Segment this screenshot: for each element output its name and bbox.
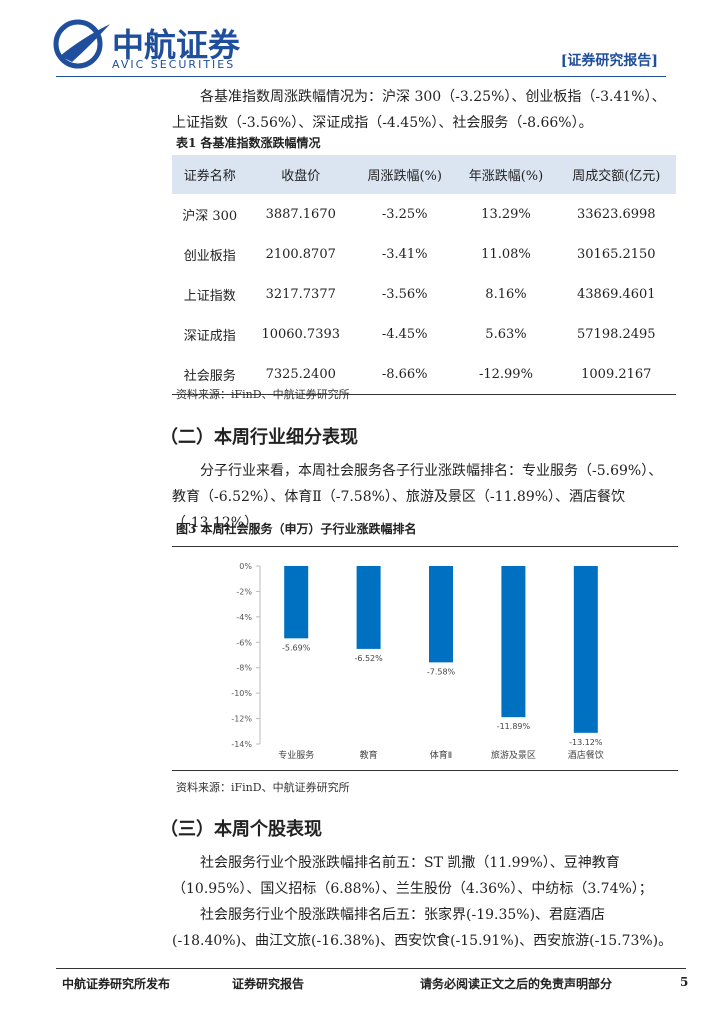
paragraph: 分子行业来看，本周社会服务各子行业涨跌幅排名：专业服务（-5.69%）、教育（-…: [172, 463, 663, 531]
column-header: 周成交额(亿元): [556, 155, 676, 194]
table-cell: 10060.7393: [261, 326, 341, 342]
footer-left: 中航证券研究所发布: [62, 977, 171, 991]
table-cell: 3887.1670: [265, 206, 336, 222]
y-tick-label: -4%: [236, 613, 252, 622]
paragraph: 社会服务行业个股涨跌幅排名前五：ST 凯撒（11.99%）、豆神教育（10.95…: [172, 855, 653, 897]
table-cell: 2100.8707: [265, 246, 336, 262]
table-cell: 30165.2150: [577, 246, 656, 262]
report-type: [证券研究报告]: [560, 53, 658, 69]
paragraph: 社会服务行业个股涨跌幅排名后五：张家界(-19.35%)、君庭酒店(-18.40…: [172, 907, 673, 949]
bar: [501, 566, 526, 718]
chart: 0% -2% -4% -6% -8% -10% -12% -14% -5.69% 专业服务 -6.5…: [231, 562, 604, 761]
table-row: 深证成指 10060.7393 -4.45% 5.63% 57198.2495: [172, 314, 676, 354]
table-row: 创业板指 2100.8707 -3.41% 11.08% 30165.2150: [172, 234, 676, 274]
table-cell: -4.45%: [381, 326, 428, 342]
x-tick-label: 专业服务: [278, 749, 314, 761]
y-tick-label: -12%: [231, 715, 252, 724]
x-tick-label: 旅游及景区: [491, 749, 536, 761]
table-cell: 社会服务: [183, 368, 236, 384]
table-cell: -3.25%: [381, 206, 428, 222]
table-cell: 57198.2495: [577, 326, 656, 342]
table-caption: 表1 各基准指数涨跌幅情况: [176, 136, 321, 150]
bar: [573, 566, 598, 733]
x-tick-label: 酒店餐饮: [568, 749, 604, 761]
column-header: 证券名称: [172, 155, 248, 194]
table-cell: 沪深 300: [182, 208, 238, 224]
table-row: 社会服务 7325.2400 -8.66% -12.99% 1009.2167: [172, 354, 676, 395]
table-cell: -3.41%: [381, 246, 428, 262]
value-label: -13.12%: [569, 738, 603, 747]
table-cell: 5.63%: [485, 326, 527, 342]
footer-middle: 证券研究报告: [232, 977, 305, 991]
table-cell: -12.99%: [478, 366, 533, 382]
table-cell: -8.66%: [381, 366, 428, 382]
table-cell: 33623.6998: [577, 206, 656, 222]
value-label: -7.58%: [427, 667, 456, 676]
value-label: -5.69%: [282, 643, 311, 652]
column-header: 年涨跌幅(%): [455, 155, 557, 194]
table-cell: 7325.2400: [265, 366, 336, 382]
table-cell: 上证指数: [183, 288, 236, 304]
y-tick-label: -8%: [236, 664, 252, 673]
paragraph: 各基准指数周涨跌幅情况为：沪深 300（-3.25%）、创业板指（-3.41%）…: [172, 89, 666, 131]
header-rule: [56, 76, 666, 77]
page-number: 5: [680, 975, 689, 989]
table-cell: 1009.2167: [581, 366, 652, 382]
x-tick-label: 体育Ⅱ: [430, 749, 452, 761]
x-tick-label: 教育: [360, 749, 378, 761]
column-header: 周涨跌幅(%): [354, 155, 456, 194]
brand: 中航证券: [112, 26, 241, 64]
figure-rule: [172, 770, 678, 771]
table-cell: 13.29%: [481, 206, 531, 222]
source: 资料来源：iFinD、中航证券研究所: [176, 781, 350, 794]
y-tick-label: -14%: [231, 740, 252, 749]
table-row: 上证指数 3217.7377 -3.56% 8.16% 43869.4601: [172, 274, 676, 314]
section-heading: （三）本周个股表现: [160, 819, 322, 840]
value-label: -6.52%: [354, 654, 383, 663]
section-heading: （二）本周行业细分表现: [160, 427, 358, 448]
y-tick-label: -2%: [236, 587, 252, 596]
table-cell: 11.08%: [481, 246, 531, 262]
table-cell: -3.56%: [381, 286, 428, 302]
figure-caption: 图3 本周社会服务（申万）子行业涨跌幅排名: [176, 522, 417, 536]
table-row: 沪深 300 3887.1670 -3.25% 13.29% 33623.6998: [172, 194, 676, 234]
footer-right: 请务必阅读正文之后的免责声明部分: [420, 977, 613, 991]
bar: [356, 566, 381, 649]
table-cell: 深证成指: [183, 328, 236, 344]
table-cell: 3217.7377: [265, 286, 336, 302]
y-tick-label: -6%: [236, 638, 252, 647]
table-cell: 8.16%: [485, 286, 527, 302]
table-cell: 创业板指: [183, 248, 236, 264]
logo-mark: [53, 19, 110, 69]
y-tick-label: 0%: [239, 562, 252, 571]
figure-rule: [172, 546, 678, 547]
bar: [284, 566, 309, 639]
brand-en: AVIC SECURITIES: [112, 58, 236, 71]
footer-rule: [56, 968, 686, 969]
value-label: -11.89%: [497, 722, 531, 731]
table-cell: 43869.4601: [577, 286, 656, 302]
source: 资料来源：iFinD、中航证券研究所: [176, 388, 350, 401]
column-header: 收盘价: [247, 155, 355, 194]
y-tick-label: -10%: [231, 689, 252, 698]
table: 证券名称 收盘价 周涨跌幅(%) 年涨跌幅(%) 周成交额(亿元) 沪深 300 3887.…: [172, 155, 676, 395]
bar: [429, 566, 453, 663]
